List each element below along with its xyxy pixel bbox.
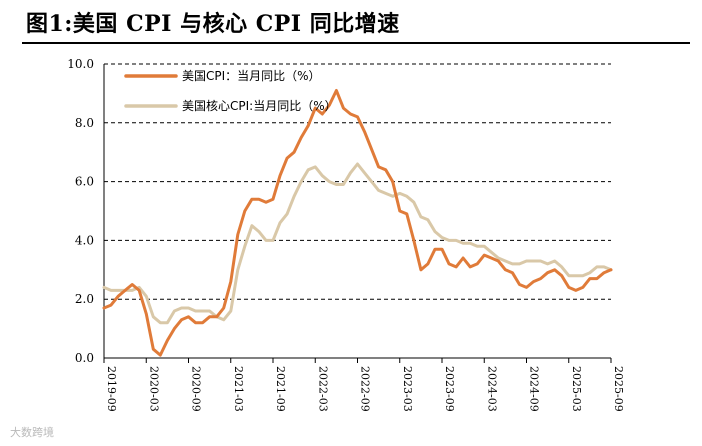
y-tick-label: 6.0 (75, 175, 94, 189)
x-tick-label: 2024-09 (528, 366, 541, 412)
x-tick-label: 2025-09 (612, 366, 625, 412)
series-line-cpi (102, 89, 613, 357)
y-tick-label: 2.0 (75, 292, 94, 306)
chart-title: 图1:美国 CPI 与核心 CPI 同比增速 (26, 11, 400, 37)
y-tick-label: 0.0 (75, 351, 94, 365)
axis-layer: 0.0 2.0 4.0 6.0 8.0 10.0 2019-09 2020-03 2020-09… (67, 57, 625, 412)
x-tick-label: 2025-03 (570, 366, 583, 412)
x-tick-label: 2023-09 (443, 366, 456, 412)
x-tick-label: 2020-09 (190, 366, 203, 412)
x-tick-label: 2022-03 (316, 366, 329, 412)
legend-label: 美国核心CPI:当月同比（%） (182, 99, 337, 113)
x-tick-label: 2019-09 (105, 366, 118, 412)
x-tick-label: 2021-09 (274, 366, 287, 412)
x-tick-label: 2020-03 (147, 366, 160, 412)
x-tick-label: 2023-03 (401, 366, 414, 412)
grid-layer (104, 63, 611, 300)
title-underline (22, 42, 690, 44)
series-layer (102, 89, 613, 357)
watermark-text: 大数跨境 (10, 426, 54, 439)
series-line-core-cpi (102, 162, 613, 325)
x-tick-label: 2022-09 (359, 366, 372, 412)
x-tick-label: 2024-03 (485, 366, 498, 412)
legend-label: 美国CPI：当月同比（%） (182, 69, 321, 83)
x-tick-label: 2021-03 (232, 366, 245, 412)
legend: 美国CPI：当月同比（%） 美国核心CPI:当月同比（%） (124, 69, 337, 113)
y-tick-label: 10.0 (67, 57, 94, 71)
y-tick-label: 4.0 (75, 233, 94, 247)
y-tick-label: 8.0 (75, 116, 94, 130)
